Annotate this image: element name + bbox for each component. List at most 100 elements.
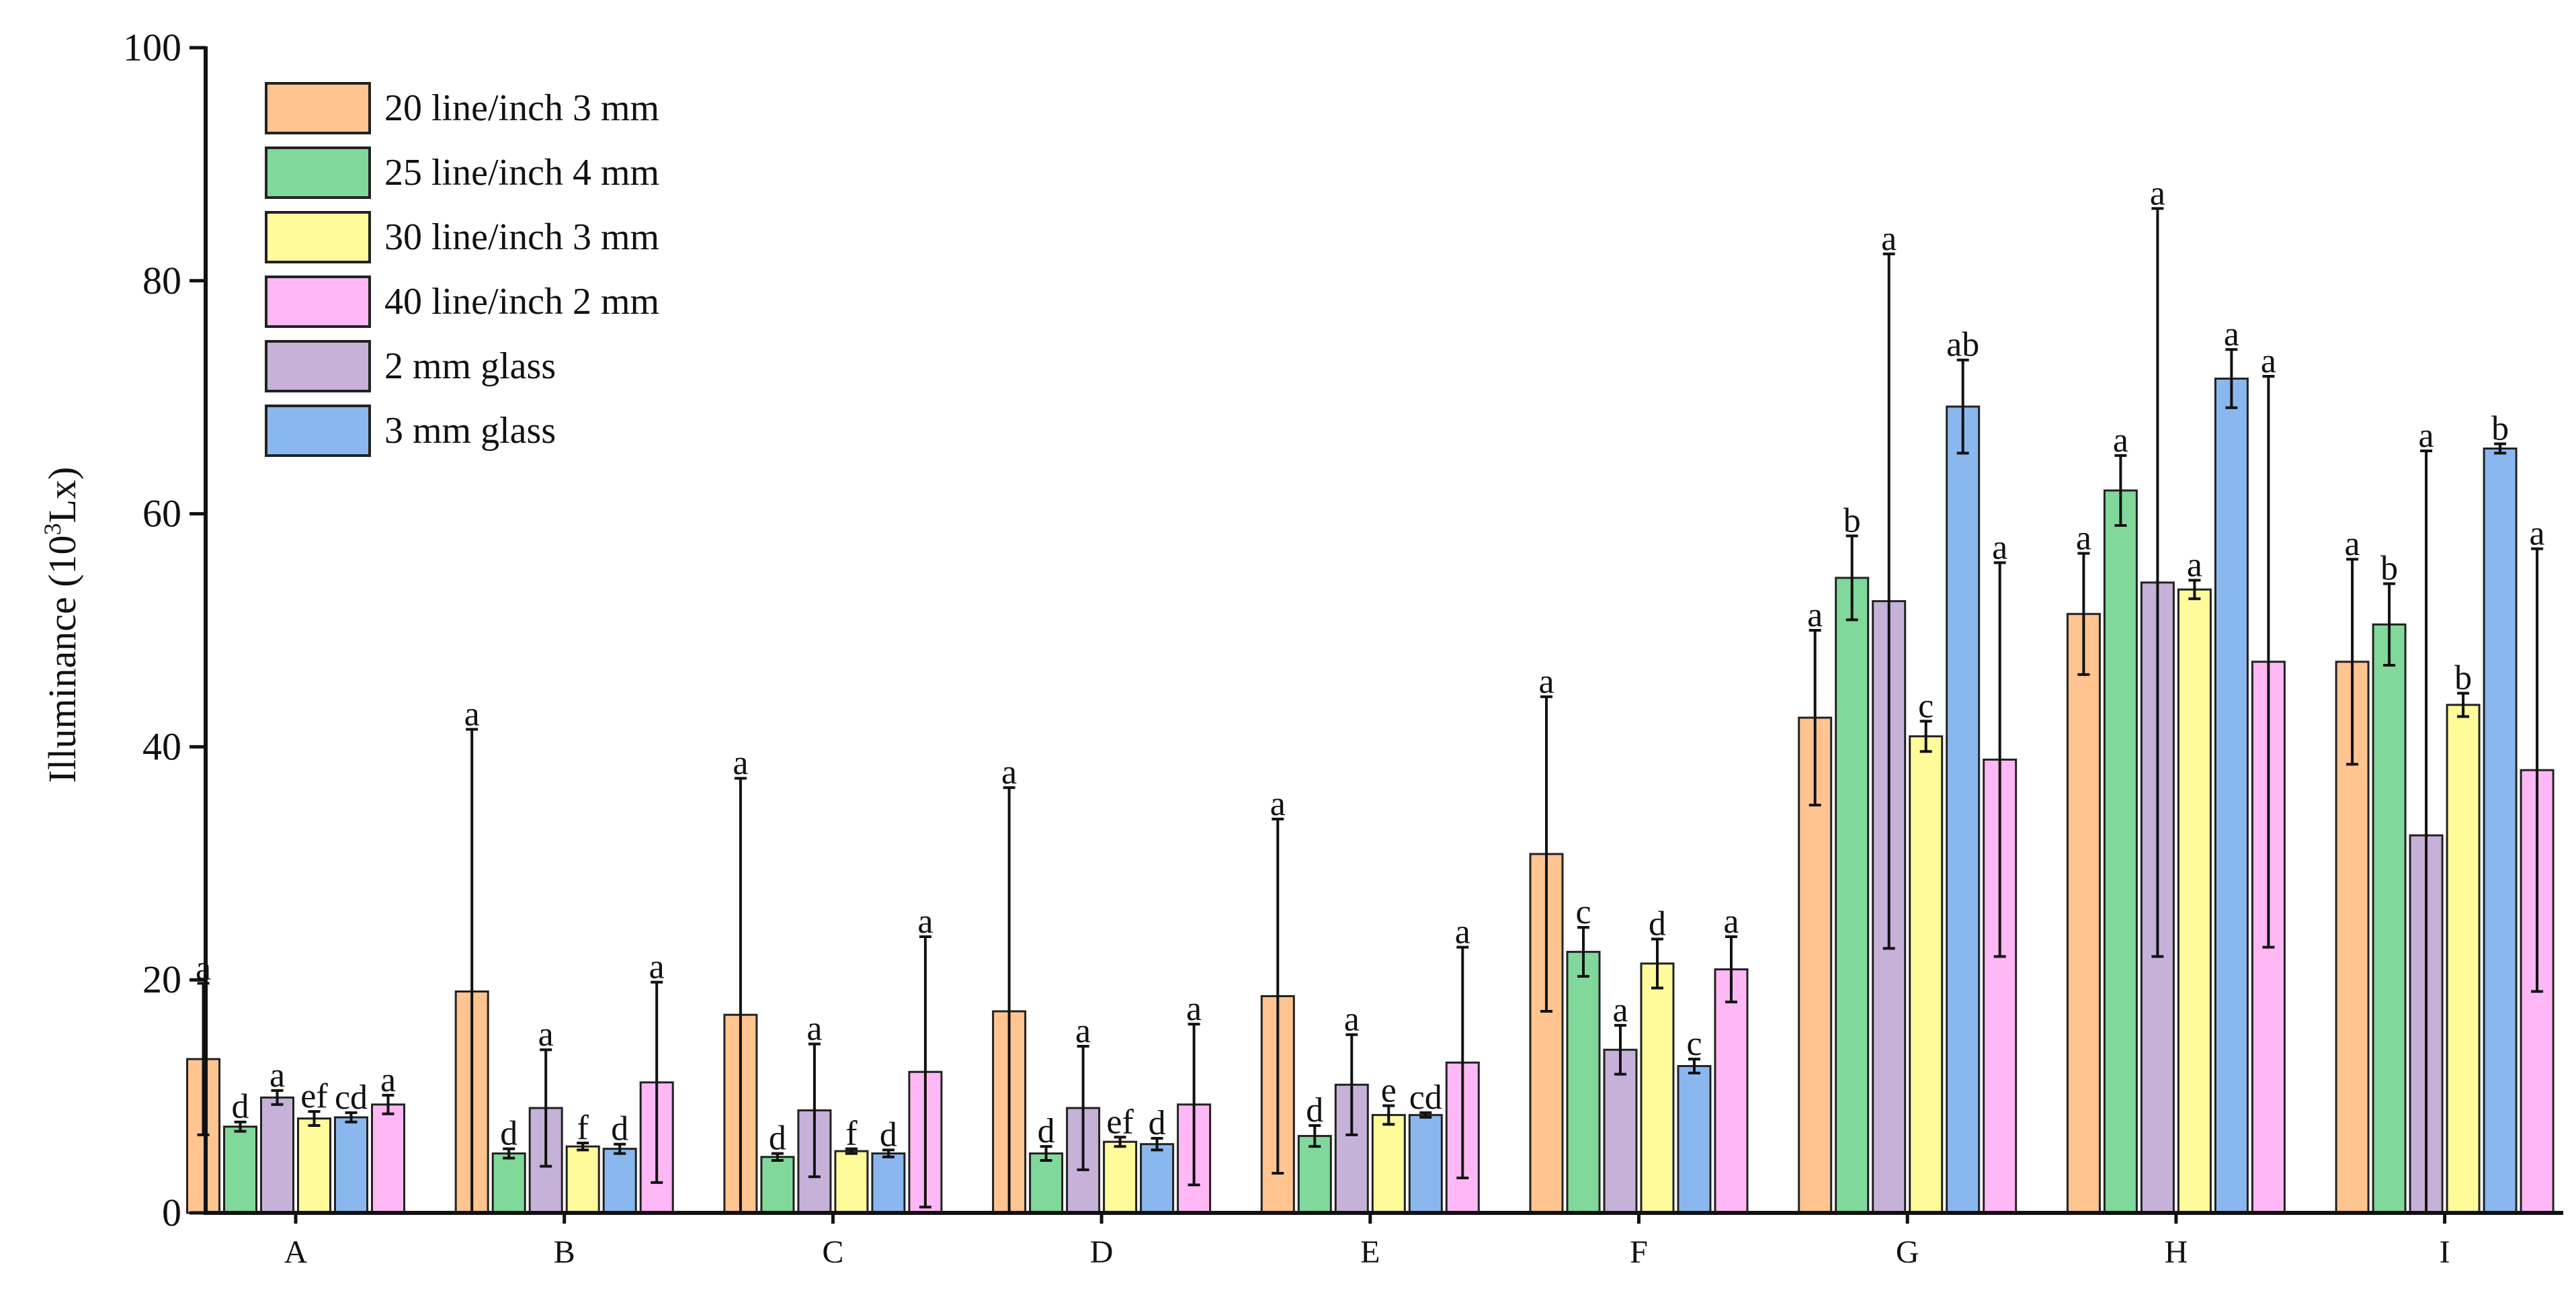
bar [2214, 377, 2249, 1214]
bar [334, 1116, 368, 1214]
bar [260, 1096, 294, 1214]
bar [1946, 405, 1981, 1214]
significance-letter: d [1649, 905, 1666, 943]
bar [602, 1148, 637, 1214]
significance-letter: a [649, 948, 665, 986]
bar [1640, 962, 1675, 1214]
x-tick-label: C [822, 1234, 843, 1270]
significance-letter: a [2419, 417, 2434, 455]
significance-letter: cd [1409, 1078, 1442, 1117]
significance-letter: d [232, 1088, 249, 1126]
significance-letter: c [1686, 1025, 1702, 1063]
bar [1029, 1152, 1064, 1214]
significance-letter: a [2113, 421, 2128, 460]
significance-letter: a [2187, 546, 2202, 584]
significance-letter: a [1612, 991, 1628, 1029]
significance-letter: a [917, 902, 933, 941]
significance-letter: a [464, 695, 480, 733]
significance-letter: d [880, 1115, 897, 1154]
y-tick-label: 60 [142, 492, 181, 536]
significance-letter: a [1881, 220, 1897, 258]
legend-swatch [265, 146, 371, 199]
significance-letter: a [1455, 913, 1470, 951]
bar [1677, 1065, 1712, 1214]
bar [565, 1145, 600, 1214]
bar [1566, 951, 1601, 1214]
significance-letter: a [2224, 315, 2239, 353]
significance-letter: f [845, 1115, 858, 1153]
bar [371, 1103, 405, 1214]
legend-swatch [265, 340, 371, 392]
y-tick-label: 100 [123, 26, 181, 69]
bar [2066, 613, 2101, 1214]
legend-label: 2 mm glass [384, 345, 556, 387]
bar [2372, 623, 2407, 1214]
legend-label: 3 mm glass [384, 410, 556, 452]
significance-letter: a [733, 744, 748, 782]
significance-letter: a [1538, 663, 1554, 701]
legend-label: 20 line/inch 3 mm [384, 87, 659, 129]
bar [834, 1150, 869, 1214]
bar [871, 1152, 906, 1214]
x-tick-label: E [1360, 1234, 1380, 1270]
axes-layer: A B C D E F G H I 0 20 40 60 80 100 [123, 26, 2563, 1270]
bar [1714, 968, 1749, 1214]
significance-letter: d [769, 1119, 786, 1158]
significance-letter: d [1306, 1091, 1323, 1130]
significance-letter: f [577, 1109, 589, 1147]
y-axis-label: Illuminance (103Lx) [39, 467, 84, 783]
significance-letter: c [1918, 687, 1934, 725]
significance-letter: ab [1946, 326, 1979, 364]
bar [1835, 577, 1870, 1214]
legend-swatch [265, 405, 371, 457]
significance-letter: a [1075, 1012, 1091, 1050]
significance-letter: a [1344, 1001, 1360, 1039]
significance-letter: b [2454, 659, 2472, 697]
bar [2483, 447, 2518, 1214]
x-tick-label: I [2440, 1234, 2450, 1270]
significance-letter: a [196, 949, 211, 987]
bar [760, 1156, 795, 1214]
significance-letter: a [806, 1010, 822, 1048]
x-tick-label: B [554, 1234, 575, 1270]
legend-label: 40 line/inch 2 mm [384, 281, 659, 323]
legend: 20 line/inch 3 mm 25 line/inch 4 mm 30 lin… [265, 82, 659, 457]
significance-letter: a [1270, 785, 1286, 823]
bar [1103, 1140, 1138, 1214]
significance-letter: a [1001, 753, 1017, 792]
significance-letter: a [380, 1061, 396, 1099]
significance-letter: a [538, 1015, 554, 1054]
y-tick-label: 80 [142, 259, 181, 302]
bar [1909, 735, 1944, 1214]
significance-letter: ef [1106, 1103, 1134, 1141]
significance-letter: b [2380, 550, 2398, 588]
significance-letter: a [1186, 990, 1202, 1028]
significance-letter: ef [300, 1077, 328, 1115]
significance-letter: a [1992, 528, 2007, 566]
bar [2177, 588, 2212, 1214]
significance-letter: e [1381, 1071, 1397, 1109]
significance-letter: d [611, 1110, 628, 1148]
x-tick-label: G [1896, 1234, 1919, 1270]
significance-letter: a [269, 1056, 285, 1095]
legend-label: 25 line/inch 4 mm [384, 152, 659, 194]
significance-letter: a [2076, 519, 2091, 558]
x-tick-label: A [284, 1234, 308, 1270]
y-tick-label: 0 [162, 1191, 181, 1234]
x-tick-label: D [1090, 1234, 1114, 1270]
significance-letter: a [1807, 596, 1823, 634]
y-tick-label: 40 [142, 724, 181, 768]
bar [297, 1117, 331, 1214]
significance-letter: b [1843, 502, 1861, 540]
significance-letter: a [2345, 525, 2360, 563]
significance-letter: a [2530, 515, 2545, 553]
significance-letter: a [1723, 902, 1739, 941]
bar [2446, 704, 2481, 1214]
significance-letter: d [500, 1115, 517, 1153]
bar [223, 1126, 257, 1214]
bar [2103, 489, 2138, 1214]
legend-swatch [265, 82, 371, 134]
significance-letter: c [1575, 893, 1591, 931]
